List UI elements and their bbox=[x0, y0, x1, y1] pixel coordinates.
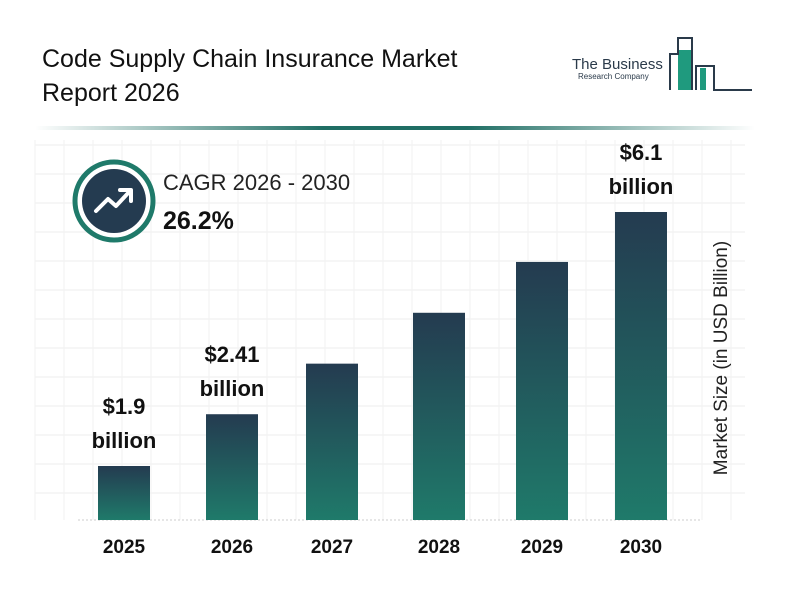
data-label-unit: billion bbox=[92, 428, 157, 453]
data-label-unit: billion bbox=[609, 174, 674, 199]
cagr-label: CAGR 2026 - 2030 bbox=[163, 170, 351, 195]
cagr-value: 26.2% bbox=[163, 207, 234, 235]
company-logo: The Business Research Company bbox=[570, 36, 755, 92]
x-tick-label: 2028 bbox=[418, 537, 460, 558]
x-tick-label: 2030 bbox=[620, 537, 662, 558]
page-title: Code Supply Chain Insurance Market Repor… bbox=[42, 45, 458, 107]
header-divider bbox=[35, 126, 755, 130]
bar-2028 bbox=[413, 312, 465, 520]
x-tick-label: 2029 bbox=[521, 537, 563, 558]
bar-2029 bbox=[516, 261, 568, 520]
x-tick-label: 2025 bbox=[103, 537, 146, 558]
data-label-value: $2.41 bbox=[204, 342, 259, 367]
data-label-value: $6.1 bbox=[620, 140, 663, 165]
x-tick-label: 2026 bbox=[211, 537, 253, 558]
trend-up-icon bbox=[72, 159, 156, 243]
bar-2030 bbox=[615, 212, 667, 520]
bar-2027 bbox=[306, 363, 358, 520]
logo-subtext: Research Company bbox=[578, 72, 649, 81]
logo-text: The Business bbox=[572, 56, 663, 73]
data-label-unit: billion bbox=[200, 376, 265, 401]
logo-buildings-icon bbox=[669, 37, 752, 91]
y-axis-label: Market Size (in USD Billion) bbox=[711, 240, 732, 476]
data-label-value: $1.9 bbox=[103, 394, 146, 419]
bar-2026 bbox=[206, 414, 258, 520]
x-tick-label: 2027 bbox=[311, 537, 353, 558]
bar-2025 bbox=[98, 466, 150, 520]
